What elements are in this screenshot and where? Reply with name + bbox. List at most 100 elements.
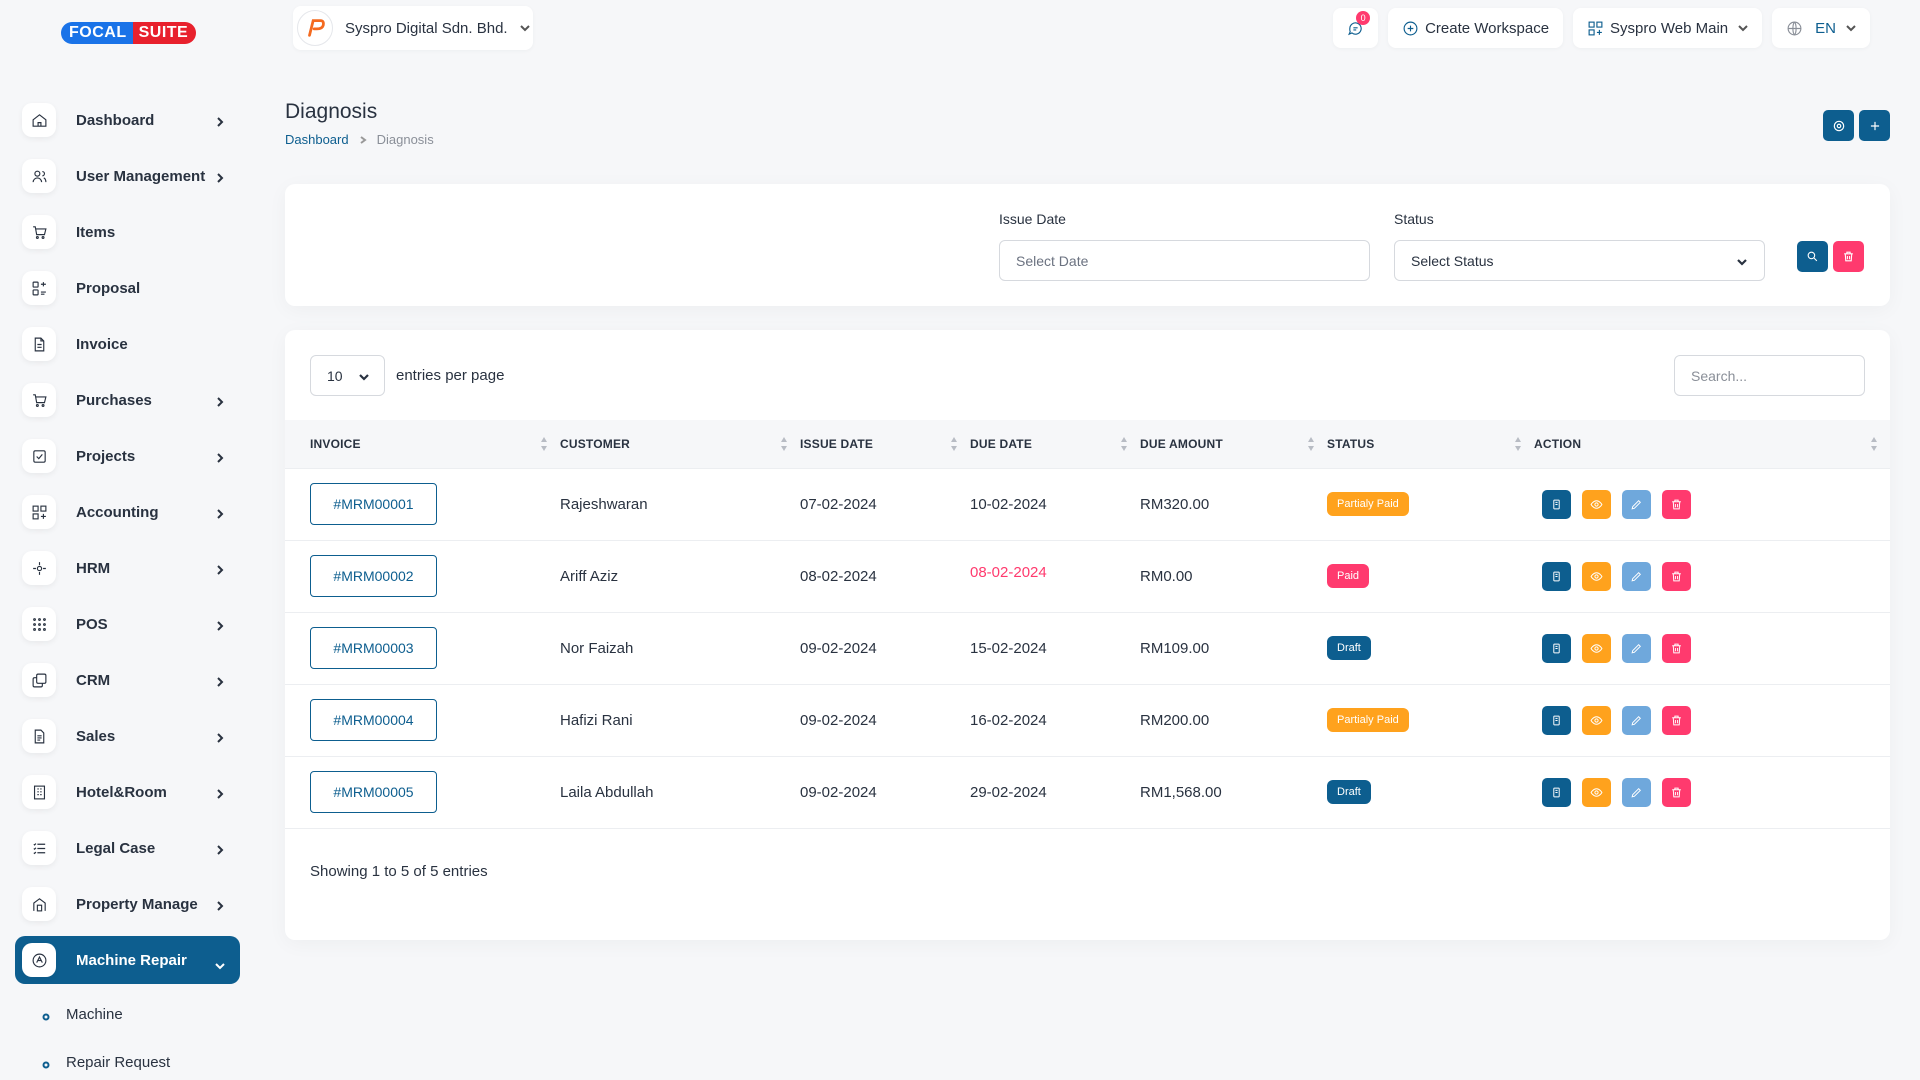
reset-filter-button[interactable] <box>1833 241 1864 272</box>
table-row: #MRM00003 Nor Faizah 09-02-2024 15-02-2024 R… <box>285 612 1890 684</box>
column-header-customer[interactable]: CUSTOMER <box>560 420 800 468</box>
trash-icon <box>1672 715 1681 725</box>
action-cell <box>1534 684 1890 756</box>
sidebar-item-hotel-room[interactable]: Hotel&Room <box>15 764 240 820</box>
table-row: #MRM00005 Laila Abdullah 09-02-2024 29-02-2… <box>285 756 1890 828</box>
edit-button[interactable] <box>1622 561 1651 591</box>
delete-button[interactable] <box>1662 705 1691 735</box>
sidebar-item-dashboard[interactable]: Dashboard <box>15 92 240 148</box>
issue-date-input[interactable]: Select Date <box>999 240 1370 281</box>
edit-button[interactable] <box>1622 705 1651 735</box>
table-body: #MRM00001 Rajeshwaran 07-02-2024 10-02-2024… <box>285 468 1890 828</box>
edit-button[interactable] <box>1622 777 1651 807</box>
language-switcher[interactable]: EN <box>1772 8 1870 48</box>
status-cell: Draft <box>1327 612 1534 684</box>
invoice-link[interactable]: #MRM00001 <box>310 483 437 525</box>
edit-button[interactable] <box>1622 489 1651 519</box>
view-button[interactable] <box>1582 777 1611 807</box>
search-button[interactable] <box>1797 241 1828 272</box>
chevron-right-icon <box>215 170 225 183</box>
status-badge: Draft <box>1327 636 1371 660</box>
edit-button[interactable] <box>1622 633 1651 663</box>
sidebar-item-accounting[interactable]: Accounting <box>15 484 240 540</box>
invoice-link[interactable]: #MRM00002 <box>310 555 437 597</box>
table-search-input[interactable]: Search... <box>1674 355 1865 396</box>
sidebar-item-purchases[interactable]: Purchases <box>15 372 240 428</box>
sidebar-item-invoice[interactable]: Invoice <box>15 316 240 372</box>
sidebar-item-pos[interactable]: POS <box>15 596 240 652</box>
sidebar-item-user-management[interactable]: User Management <box>15 148 240 204</box>
proposal-icon <box>22 271 56 305</box>
sidebar-item-projects[interactable]: Projects <box>15 428 240 484</box>
invoice-table: INVOICE CUSTOMER ISSUE DATE DUE DATE DUE AMO… <box>285 420 1890 829</box>
column-header-action[interactable]: ACTION <box>1534 420 1890 468</box>
entries-select[interactable]: 10 <box>310 355 385 396</box>
column-header-due-date[interactable]: DUE DATE <box>970 420 1140 468</box>
sidebar-item-hrm[interactable]: HRM <box>15 540 240 596</box>
pencil-icon <box>1631 499 1641 510</box>
invoice-link[interactable]: #MRM00004 <box>310 699 437 741</box>
view-button[interactable] <box>1582 489 1611 519</box>
company-name: Syspro Digital Sdn. Bhd. <box>345 19 508 37</box>
copy-button[interactable] <box>1542 489 1571 519</box>
column-header-issue-date[interactable]: ISSUE DATE <box>800 420 970 468</box>
column-header-status[interactable]: STATUS <box>1327 420 1534 468</box>
sidebar-item-property-manage[interactable]: Property Manage <box>15 876 240 932</box>
customer-cell: Hafizi Rani <box>560 711 633 729</box>
sort-icon <box>1307 436 1315 452</box>
copy-button[interactable] <box>1542 561 1571 591</box>
copy-icon <box>1553 715 1560 725</box>
create-workspace-button[interactable]: Create Workspace <box>1388 8 1564 48</box>
invoice-cell: #MRM00004 <box>285 684 560 756</box>
view-button[interactable] <box>1582 633 1611 663</box>
delete-button[interactable] <box>1662 633 1691 663</box>
sidebar-item-label: Invoice <box>76 335 128 353</box>
copy-button[interactable] <box>1542 633 1571 663</box>
settings-button[interactable] <box>1823 110 1854 141</box>
chevron-right-icon <box>215 898 225 911</box>
dots-grid-icon <box>22 607 56 641</box>
trash-icon <box>1672 643 1681 653</box>
chevron-down-icon <box>1736 255 1748 271</box>
trash-icon <box>1672 499 1681 509</box>
copy-button[interactable] <box>1542 705 1571 735</box>
copy-button[interactable] <box>1542 777 1571 807</box>
view-button[interactable] <box>1582 705 1611 735</box>
invoice-link[interactable]: #MRM00005 <box>310 771 437 813</box>
topbar-actions: 0 Create Workspace Syspro Web Main EN <box>1333 8 1870 48</box>
brand-logo[interactable]: FOCAL SUITE <box>61 22 197 44</box>
delete-button[interactable] <box>1662 777 1691 807</box>
invoice-link[interactable]: #MRM00003 <box>310 627 437 669</box>
status-badge: Partialy Paid <box>1327 492 1409 516</box>
add-button[interactable] <box>1859 110 1890 141</box>
row-actions <box>1542 777 1890 807</box>
delete-button[interactable] <box>1662 561 1691 591</box>
sort-icon <box>780 436 788 452</box>
status-select[interactable]: Select Status <box>1394 240 1765 281</box>
sidebar-item-items[interactable]: Items <box>15 204 240 260</box>
sort-icon <box>1870 436 1878 452</box>
sidebar-item-sales[interactable]: Sales <box>15 708 240 764</box>
sidebar-item-crm[interactable]: CRM <box>15 652 240 708</box>
messages-button[interactable]: 0 <box>1333 8 1379 48</box>
delete-button[interactable] <box>1662 489 1691 519</box>
sidebar-subitem-machine[interactable]: Machine <box>15 990 240 1038</box>
copy-icon <box>1553 643 1560 653</box>
sidebar-subnav: Machine Repair Request <box>15 990 240 1080</box>
chevron-right-icon <box>215 786 225 799</box>
table-row: #MRM00004 Hafizi Rani 09-02-2024 16-02-2024… <box>285 684 1890 756</box>
sidebar-item-legal-case[interactable]: Legal Case <box>15 820 240 876</box>
bullet-icon <box>41 1057 51 1069</box>
sidebar-subitem-repair-request[interactable]: Repair Request <box>15 1038 240 1080</box>
sidebar-item-machine-repair[interactable]: Machine Repair <box>15 936 240 984</box>
view-button[interactable] <box>1582 561 1611 591</box>
breadcrumb-current: Diagnosis <box>376 132 434 147</box>
breadcrumb-dashboard-link[interactable]: Dashboard <box>285 132 349 147</box>
brand-logo-part2: SUITE <box>132 22 197 44</box>
sidebar-item-proposal[interactable]: Proposal <box>15 260 240 316</box>
column-header-invoice[interactable]: INVOICE <box>285 420 560 468</box>
workspace-switcher[interactable]: Syspro Web Main <box>1573 8 1763 48</box>
chevron-down-icon <box>215 958 225 970</box>
column-header-due-amount[interactable]: DUE AMOUNT <box>1140 420 1327 468</box>
company-switcher[interactable]: Syspro Digital Sdn. Bhd. <box>293 6 533 50</box>
